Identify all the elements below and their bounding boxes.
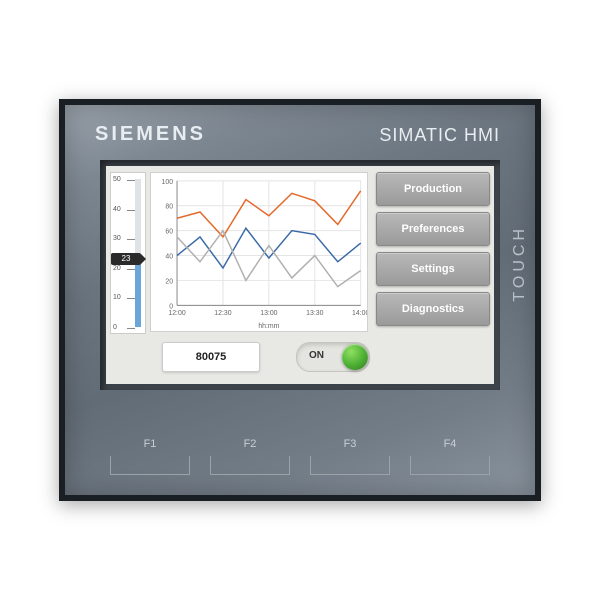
fkey-marker bbox=[310, 456, 390, 475]
gauge-tick: 30 bbox=[113, 235, 133, 242]
function-key-row: F1 F2 F3 F4 bbox=[100, 438, 500, 475]
vertical-gauge: 50 40 30 20 10 0 23 bbox=[110, 172, 146, 334]
trend-chart-svg: 02040608010012:0012:3013:0013:3014:00hh:… bbox=[151, 173, 367, 331]
svg-text:14:00: 14:00 bbox=[352, 310, 367, 317]
fkey-marker bbox=[410, 456, 490, 475]
fkey-marker bbox=[210, 456, 290, 475]
main-menu: Production Preferences Settings Diagnost… bbox=[376, 172, 490, 326]
gauge-tick: 50 bbox=[113, 176, 133, 183]
svg-text:12:30: 12:30 bbox=[214, 310, 231, 317]
fkey-f3[interactable]: F3 bbox=[310, 438, 390, 475]
fkey-f2[interactable]: F2 bbox=[210, 438, 290, 475]
brand-logo: SIEMENS bbox=[95, 123, 206, 146]
toggle-label: ON bbox=[309, 350, 324, 361]
fkey-label: F2 bbox=[244, 438, 257, 450]
hmi-bezel: SIEMENS SIMATIC HMI TOUCH 50403020100 23… bbox=[65, 105, 535, 495]
product-label: SIMATIC HMI bbox=[379, 125, 500, 146]
svg-text:80: 80 bbox=[165, 204, 173, 211]
menu-production-button[interactable]: Production bbox=[376, 172, 490, 206]
svg-text:13:30: 13:30 bbox=[306, 310, 323, 317]
toggle-knob bbox=[342, 344, 368, 370]
menu-preferences-button[interactable]: Preferences bbox=[376, 212, 490, 246]
gauge-marker: 23 bbox=[111, 253, 141, 265]
fkey-label: F3 bbox=[344, 438, 357, 450]
gauge-tick: 10 bbox=[113, 294, 133, 301]
fkey-label: F4 bbox=[444, 438, 457, 450]
hmi-screen[interactable]: 50 40 30 20 10 0 23 0 20 40 60 80 100 12:00 12:30 13:… bbox=[106, 166, 494, 384]
touch-label: TOUCH bbox=[511, 225, 529, 302]
svg-text:12:00: 12:00 bbox=[168, 310, 185, 317]
readout-value: 80075 bbox=[162, 342, 260, 372]
gauge-tick: 0 bbox=[113, 324, 133, 331]
power-toggle[interactable]: ON bbox=[296, 342, 370, 372]
gauge-tick: 20 bbox=[113, 265, 133, 272]
trend-chart: 02040608010012:0012:3013:0013:3014:00hh:… bbox=[150, 172, 368, 332]
fkey-f4[interactable]: F4 bbox=[410, 438, 490, 475]
hmi-device-frame: SIEMENS SIMATIC HMI TOUCH 50403020100 23… bbox=[59, 99, 541, 501]
svg-text:100: 100 bbox=[162, 179, 174, 186]
fkey-f1[interactable]: F1 bbox=[110, 438, 190, 475]
svg-text:60: 60 bbox=[165, 229, 173, 236]
fkey-marker bbox=[110, 456, 190, 475]
menu-settings-button[interactable]: Settings bbox=[376, 252, 490, 286]
svg-text:20: 20 bbox=[165, 278, 173, 285]
svg-text:hh:mm: hh:mm bbox=[258, 323, 279, 330]
svg-text:13:00: 13:00 bbox=[260, 310, 277, 317]
fkey-label: F1 bbox=[144, 438, 157, 450]
gauge-fill bbox=[135, 259, 141, 327]
svg-text:40: 40 bbox=[165, 254, 173, 261]
menu-diagnostics-button[interactable]: Diagnostics bbox=[376, 292, 490, 326]
gauge-tick: 40 bbox=[113, 206, 133, 213]
screen-frame: 50 40 30 20 10 0 23 0 20 40 60 80 100 12:00 12:30 13:… bbox=[100, 160, 500, 390]
